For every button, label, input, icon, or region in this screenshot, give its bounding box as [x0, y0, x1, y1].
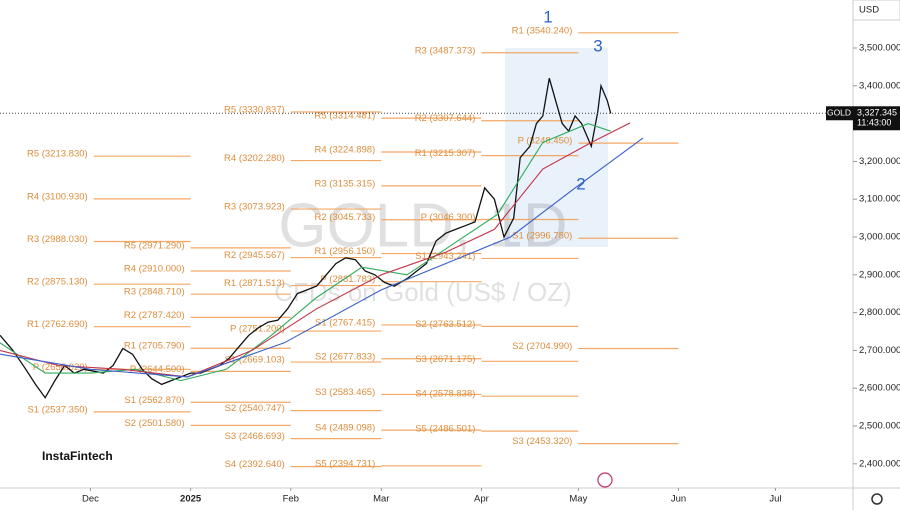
x-tick-label: Feb — [283, 494, 299, 505]
pivot-label: S1 (2996.780) — [512, 231, 572, 242]
pivot-label: R4 (3100.930) — [27, 191, 88, 202]
pivot-label: P (2644.500) — [130, 364, 185, 375]
y-tick-label: 2,400.000 — [859, 458, 900, 469]
y-tick-label: 2,800.000 — [859, 307, 900, 318]
pivot-label: R2 (2787.420) — [124, 310, 185, 321]
pivot-label: S4 (2489.098) — [315, 423, 375, 434]
pivot-label: R2 (2875.130) — [27, 277, 88, 288]
brand-box — [36, 444, 116, 470]
pivot-label: R3 (3135.315) — [315, 178, 376, 189]
x-tick-label: 2025 — [180, 494, 202, 505]
settings-icon[interactable] — [871, 493, 883, 505]
pivot-label: R1 (2705.790) — [124, 341, 185, 352]
x-tick-label: Dec — [82, 494, 99, 505]
x-tick-label: Jun — [671, 494, 686, 505]
wave-annotation: 2 — [576, 174, 585, 193]
pivot-label: S2 (2677.833) — [315, 351, 375, 362]
pivot-label: S2 (2540.747) — [225, 403, 285, 414]
brand: InstaFintech — [42, 449, 113, 463]
y-tick-label: 2,500.000 — [859, 421, 900, 432]
pivot-label: R2 (3045.733) — [315, 212, 376, 223]
y-tick-label: 3,100.000 — [859, 194, 900, 205]
pivot-label: S5 (2486.501) — [415, 424, 475, 435]
price-tag — [853, 106, 900, 131]
watermark-title: GOLD, 1D — [278, 191, 567, 260]
pivot-label: S1 (2943.241) — [415, 251, 475, 262]
moving-average — [0, 123, 611, 382]
pivot-label: R3 (3487.373) — [415, 45, 476, 56]
pivot-label: R3 (3073.923) — [224, 202, 285, 213]
pivot-label: R5 (3314.481) — [315, 111, 376, 122]
volume-profile-area — [505, 48, 608, 247]
x-tick-label: May — [569, 494, 587, 505]
y-tick-label: 2,700.000 — [859, 345, 900, 356]
pivot-label: S1 (2562.870) — [124, 395, 184, 406]
pivot-label: P (3046.300) — [421, 212, 476, 223]
pivot-label: S5 (2394.731) — [315, 458, 375, 469]
wave-annotation: 1 — [543, 7, 552, 26]
wave-annotation: 3 — [593, 36, 602, 55]
y-tick-label: 3,500.000 — [859, 43, 900, 54]
pivot-label: S4 (2392.640) — [225, 459, 285, 470]
event-icon[interactable] — [597, 472, 613, 488]
y-tick-label: 3,200.000 — [859, 156, 900, 167]
pivot-label: R1 (3215.307) — [415, 148, 476, 159]
y-tick-label: 3,000.000 — [859, 232, 900, 243]
y-tick-label: 2,900.000 — [859, 269, 900, 280]
moving-average — [0, 137, 644, 378]
pivot-label: R4 (3202.280) — [224, 153, 285, 164]
pivot-label: S1 (2767.415) — [315, 317, 375, 328]
pivot-label: P (2881.783) — [320, 274, 375, 285]
symbol: GOLD — [827, 108, 851, 118]
price-line — [0, 78, 612, 399]
pivot-label: S3 (2583.465) — [315, 387, 375, 398]
pivot-label: R1 (2871.513) — [224, 278, 285, 289]
pivot-label: R2 (2945.567) — [224, 250, 285, 261]
x-tick-label: Mar — [373, 494, 389, 505]
pivot-label: R5 (2971.290) — [124, 240, 185, 251]
symbol-tag — [826, 106, 853, 121]
x-tick-label: Jul — [769, 494, 781, 505]
x-tick-label: Apr — [474, 494, 489, 505]
pivot-label: S2 (2704.990) — [512, 341, 572, 352]
pivot-label: S3 (2671.175) — [415, 354, 475, 365]
pivot-label: S1 (2669.103) — [225, 355, 285, 366]
pivot-label: R4 (2910.000) — [124, 264, 185, 275]
currency-button[interactable] — [852, 0, 900, 21]
pivot-label: R3 (2848.710) — [124, 287, 185, 298]
pivot-label: R5 (3213.830) — [27, 149, 88, 160]
y-tick-label: 2,600.000 — [859, 383, 900, 394]
last-price: 3,327.345 — [857, 108, 897, 118]
pivot-label: S1 (2537.350) — [27, 404, 87, 415]
pivot-label: S3 (2453.320) — [512, 436, 572, 447]
pivot-label: R2 (3307.644) — [415, 113, 476, 124]
pivot-label: R1 (3540.240) — [512, 25, 573, 36]
pivot-label: R5 (3330.837) — [224, 104, 285, 115]
moving-average — [0, 122, 631, 378]
pivot-label: S2 (2763.512) — [415, 319, 475, 330]
pivot-label: S4 (2578.838) — [415, 389, 475, 400]
pivot-label: R3 (2988.030) — [27, 234, 88, 245]
pivot-label: P (2650.020) — [33, 362, 88, 373]
pivot-label: R4 (3224.898) — [315, 145, 376, 156]
pivot-label: R1 (2762.690) — [27, 319, 88, 330]
pivot-label: S2 (2501.580) — [124, 418, 184, 429]
pivot-label: S3 (2466.693) — [225, 431, 285, 442]
pivot-label: R1 (2956.150) — [315, 246, 376, 257]
currency[interactable]: USD — [859, 5, 879, 16]
y-tick-label: 3,400.000 — [859, 80, 900, 91]
countdown: 11:43:00 — [857, 118, 891, 128]
